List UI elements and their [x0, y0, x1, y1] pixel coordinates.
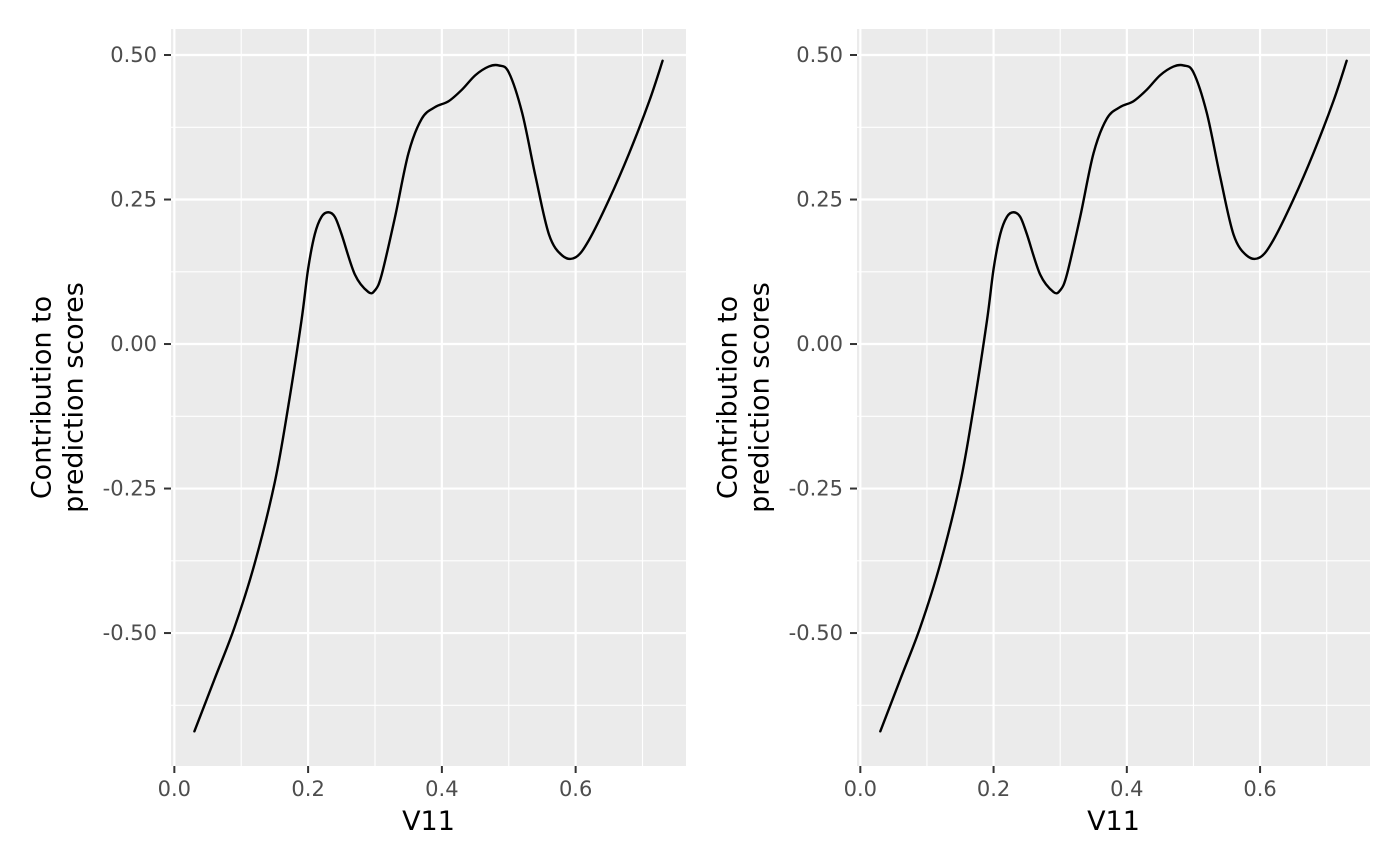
y-tick-label: -0.50 — [103, 621, 157, 645]
plot-background — [857, 29, 1370, 766]
y-tick-label: 0.25 — [110, 188, 157, 212]
plot-background — [171, 29, 686, 766]
y-tick-label: -0.25 — [103, 477, 157, 501]
y-tick-label: 0.50 — [110, 43, 157, 67]
chart-panel-2: 0.50 0.25 0.00 -0.25 -0.50 0.0 0.2 0.4 0.6 V11 Con… — [713, 29, 1370, 837]
x-tick-label: 0.4 — [425, 777, 458, 801]
y-tick-label: -0.50 — [789, 621, 843, 645]
y-axis-title-line: Contribution to — [713, 296, 744, 499]
x-tick-label: 0.6 — [1243, 777, 1276, 801]
y-axis-title-line: prediction scores — [59, 282, 90, 513]
y-axis-title-line: prediction scores — [745, 282, 776, 513]
y-tick-label: 0.00 — [796, 332, 843, 356]
y-tick-label: 0.50 — [796, 43, 843, 67]
x-tick-label: 0.4 — [1110, 777, 1143, 801]
x-axis-title: V11 — [402, 806, 455, 837]
series-line — [879, 59, 1348, 733]
y-tick-label: 0.00 — [110, 332, 157, 356]
y-tick-label: -0.25 — [789, 477, 843, 501]
series-line — [193, 59, 664, 733]
y-tick-label: 0.25 — [796, 188, 843, 212]
y-axis-title-line: Contribution to — [27, 296, 58, 499]
x-tick-label: 0.0 — [844, 777, 877, 801]
x-tick-label: 0.2 — [977, 777, 1010, 801]
x-tick-label: 0.0 — [158, 777, 191, 801]
y-axis-title: Contribution to prediction scores — [27, 282, 90, 513]
y-axis-title: Contribution to prediction scores — [713, 282, 776, 513]
x-tick-label: 0.6 — [559, 777, 592, 801]
x-tick-label: 0.2 — [291, 777, 324, 801]
x-axis-title: V11 — [1087, 806, 1140, 837]
chart-panel-1: 0.50 0.25 0.00 -0.25 -0.50 0.0 0.2 0.4 0.6 V11 Con… — [27, 29, 686, 837]
